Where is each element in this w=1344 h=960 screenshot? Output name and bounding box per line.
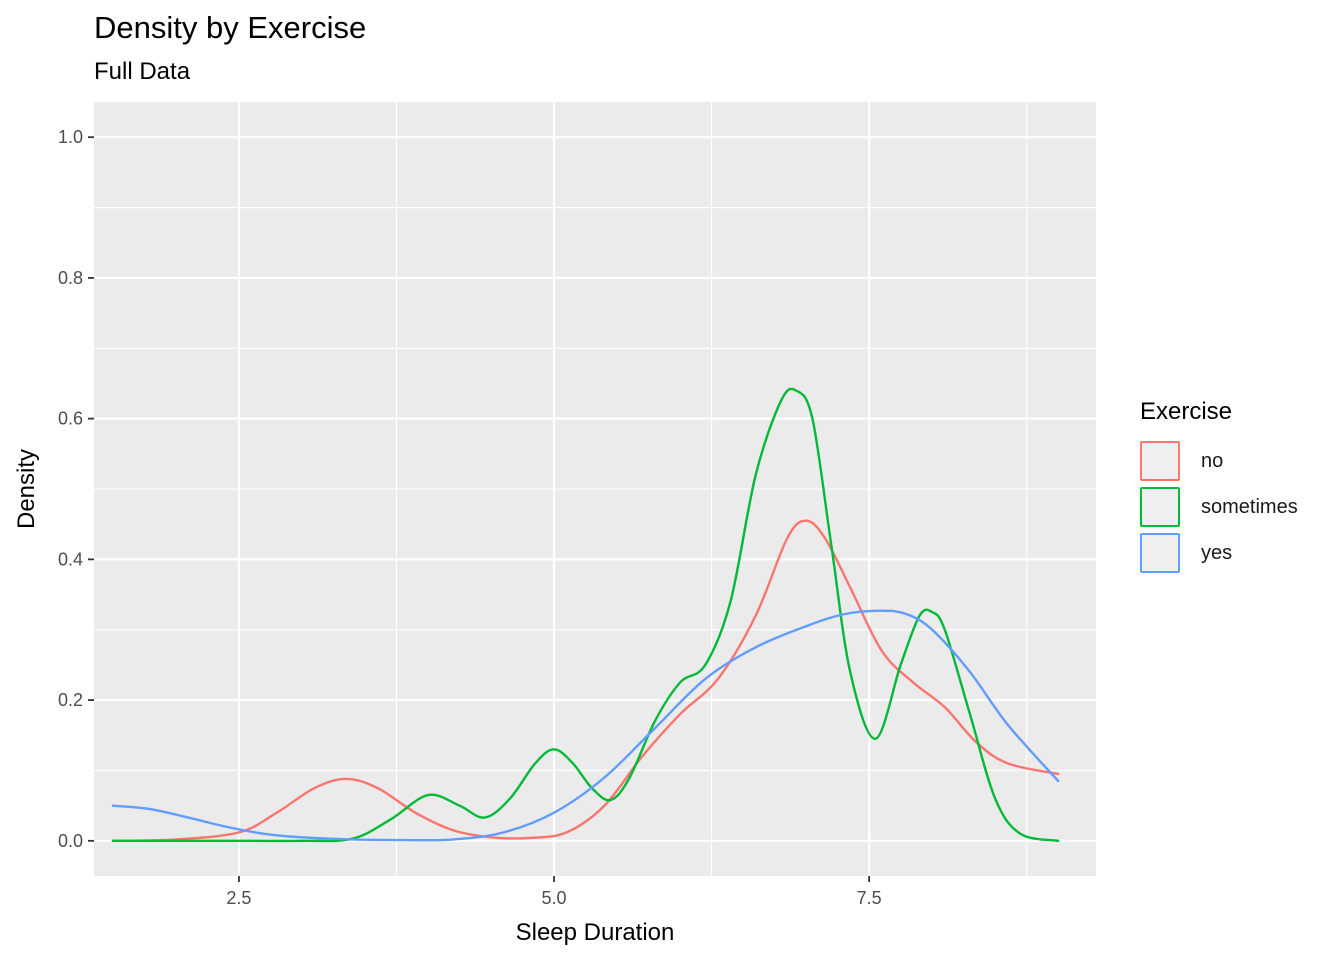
y-tick-label: 0.4 (58, 549, 83, 569)
series-line-yes (111, 609, 1060, 842)
legend-items: no sometimes yes (1140, 438, 1298, 576)
series-lines (111, 387, 1060, 843)
legend-key-yes (1140, 533, 1180, 573)
y-axis: 0.0 0.2 0.4 0.6 0.8 1.0 (58, 127, 94, 851)
legend: Exercise no sometimes yes (1140, 398, 1298, 576)
y-tick-label: 0.2 (58, 690, 83, 710)
legend-label-no: no (1201, 449, 1224, 472)
legend-key-no (1140, 441, 1180, 481)
y-axis-label: Density (13, 449, 40, 529)
legend-label-sometimes: sometimes (1201, 495, 1298, 518)
legend-item-sometimes: sometimes (1140, 484, 1298, 530)
y-tick-label: 0.0 (58, 831, 83, 851)
legend-item-no: no (1140, 438, 1298, 484)
legend-title: Exercise (1140, 398, 1233, 425)
y-tick-label: 0.8 (58, 268, 83, 288)
grid-minor (94, 102, 1096, 876)
legend-item-yes: yes (1140, 530, 1298, 576)
series-line-sometimes (111, 387, 1060, 843)
chart-subtitle: Full Data (94, 58, 191, 85)
legend-label-yes: yes (1201, 541, 1233, 564)
x-tick-label: 2.5 (226, 888, 251, 908)
x-tick-label: 7.5 (857, 888, 882, 908)
series-line-no (111, 519, 1060, 843)
x-axis-label: Sleep Duration (516, 919, 675, 946)
x-axis: 2.5 5.0 7.5 (226, 876, 882, 908)
y-tick-label: 1.0 (58, 127, 83, 147)
x-tick-label: 5.0 (542, 888, 567, 908)
chart-title: Density by Exercise (94, 10, 367, 45)
y-tick-label: 0.6 (58, 409, 83, 429)
legend-key-sometimes (1140, 487, 1180, 527)
